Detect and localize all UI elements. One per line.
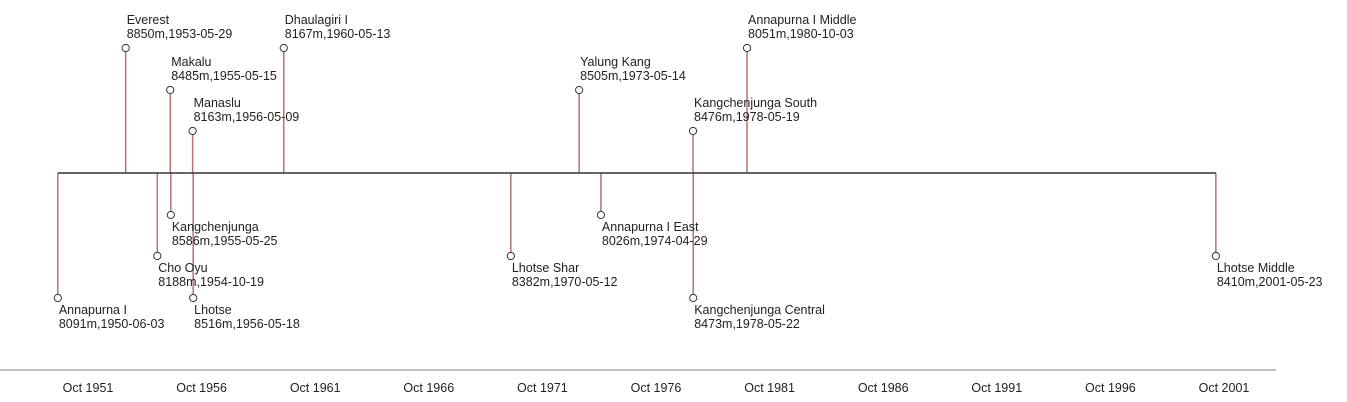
event-detail-label: 8091m,1950-06-03 xyxy=(59,317,165,331)
event-detail-label: 8026m,1974-04-29 xyxy=(602,234,708,248)
event-detail-label: 8410m,2001-05-23 xyxy=(1217,275,1323,289)
event-detail-label: 8167m,1960-05-13 xyxy=(285,27,391,41)
event-marker-manaslu xyxy=(188,126,197,136)
event-marker-annapurna-i xyxy=(53,293,62,303)
event-detail-label: 8473m,1978-05-22 xyxy=(694,317,800,331)
x-tick-label: Oct 1986 xyxy=(858,381,909,395)
event-name-label: Dhaulagiri I xyxy=(285,13,348,27)
event-detail-label: 8505m,1973-05-14 xyxy=(580,69,686,83)
event-name-label: Yalung Kang xyxy=(580,55,651,69)
event-marker-lhotse xyxy=(189,293,198,303)
event-marker-lhotse-middle xyxy=(1211,251,1220,261)
event-detail-label: 8476m,1978-05-19 xyxy=(694,110,800,124)
stems-layer xyxy=(57,48,1217,298)
x-tick-label: Oct 1981 xyxy=(744,381,795,395)
event-marker-everest xyxy=(121,43,130,53)
x-tick-label: Oct 1971 xyxy=(517,381,568,395)
event-detail-label: 8188m,1954-10-19 xyxy=(158,275,264,289)
x-tick-label: Oct 1961 xyxy=(290,381,341,395)
event-detail-label: 8382m,1970-05-12 xyxy=(512,275,618,289)
event-marker-kangchenjunga-south xyxy=(688,126,698,136)
event-marker-annapurna-i-east xyxy=(596,210,606,220)
event-marker-kangchenjunga xyxy=(166,210,175,220)
event-name-label: Annapurna I xyxy=(59,303,127,317)
event-detail-label: 8051m,1980-10-03 xyxy=(748,27,854,41)
event-marker-annapurna-i-middle xyxy=(742,43,752,53)
event-name-label: Makalu xyxy=(171,55,211,69)
x-tick-label: Oct 1951 xyxy=(63,381,114,395)
event-name-label: Cho Oyu xyxy=(158,261,207,275)
event-marker-cho-oyu xyxy=(153,251,162,261)
x-tick-label: Oct 1956 xyxy=(176,381,227,395)
x-tick-label: Oct 1996 xyxy=(1085,381,1136,395)
x-tick-label: Oct 2001 xyxy=(1199,381,1250,395)
event-name-label: Kangchenjunga South xyxy=(694,96,817,110)
event-name-label: Manaslu xyxy=(194,96,241,110)
event-marker-dhaulagiri-i xyxy=(279,43,288,53)
event-name-label: Annapurna I East xyxy=(602,220,699,234)
event-marker-kangchenjunga-central xyxy=(689,293,698,303)
event-name-label: Kangchenjunga Central xyxy=(694,303,825,317)
event-name-label: Kangchenjunga xyxy=(172,220,259,234)
markers-layer xyxy=(53,43,1220,303)
event-detail-label: 8516m,1956-05-18 xyxy=(194,317,300,331)
event-marker-lhotse-shar xyxy=(506,251,515,261)
event-marker-makalu xyxy=(166,85,175,95)
x-tick-label: Oct 1976 xyxy=(631,381,682,395)
event-name-label: Lhotse Shar xyxy=(512,261,579,275)
event-detail-label: 8485m,1955-05-15 xyxy=(171,69,277,83)
x-tick-labels: Oct 1951 Oct 1956 Oct 1961 Oct 1966 Oct 1971… xyxy=(63,381,1250,395)
event-name-label: Lhotse xyxy=(194,303,232,317)
event-detail-label: 8586m,1955-05-25 xyxy=(172,234,278,248)
event-name-label: Lhotse Middle xyxy=(1217,261,1295,275)
event-detail-label: 8163m,1956-05-09 xyxy=(194,110,300,124)
event-name-label: Everest xyxy=(127,13,170,27)
event-detail-label: 8850m,1953-05-29 xyxy=(127,27,233,41)
event-marker-yalung-kang xyxy=(575,85,584,95)
x-tick-label: Oct 1966 xyxy=(403,381,454,395)
x-tick-label: Oct 1991 xyxy=(971,381,1022,395)
event-name-label: Annapurna I Middle xyxy=(748,13,856,27)
